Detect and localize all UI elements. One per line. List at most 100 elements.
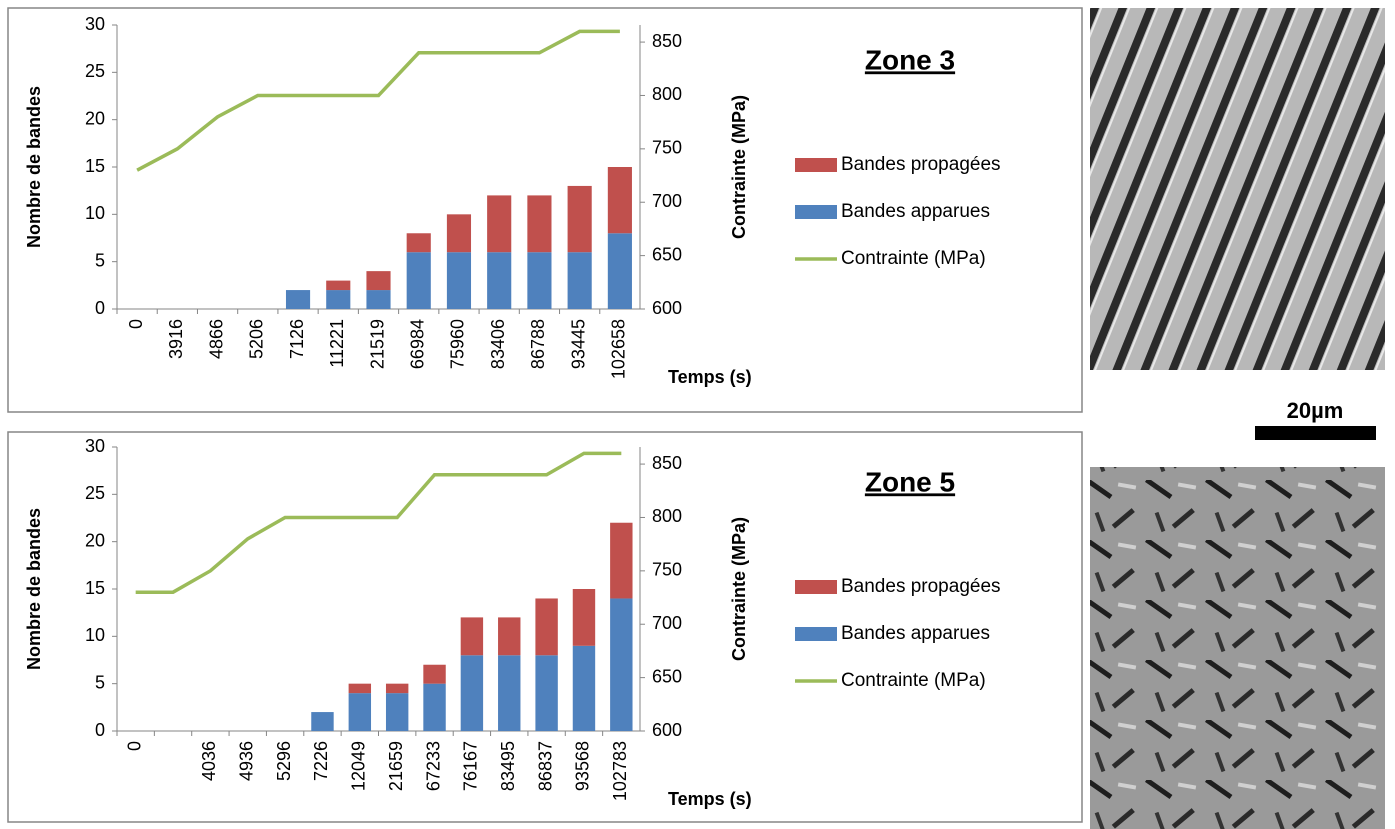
y-tick-label: 15: [85, 578, 105, 598]
y2-tick-label: 650: [652, 666, 682, 686]
chart-frame: [7, 431, 1083, 823]
bar: [610, 522, 633, 599]
x-tick-label: 93445: [568, 319, 588, 369]
y2-axis-title: Contrainte (MPa): [729, 517, 749, 661]
chart-frame: [7, 7, 1083, 413]
y2-tick-label: 650: [652, 244, 682, 264]
bar: [567, 252, 592, 309]
bar: [487, 252, 512, 309]
x-tick-label: 86837: [535, 741, 555, 791]
y2-tick-label: 750: [652, 560, 682, 580]
y-tick-label: 30: [85, 436, 105, 456]
bar: [460, 617, 484, 656]
bar: [446, 214, 472, 253]
bar: [385, 693, 409, 731]
x-tick-label: 83495: [498, 741, 518, 791]
y-tick-label: 20: [85, 108, 105, 128]
bar: [366, 290, 391, 309]
y2-tick-label: 600: [652, 298, 682, 318]
bar: [446, 252, 472, 309]
x-tick-label: 21659: [386, 741, 406, 791]
x-tick-label: 67233: [423, 741, 443, 791]
x-tick-label: 0: [124, 741, 144, 751]
y2-tick-label: 850: [652, 453, 682, 473]
legend-label: Contrainte (MPa): [841, 670, 986, 691]
bar: [610, 598, 633, 731]
bar: [285, 290, 311, 309]
bar: [326, 280, 351, 291]
bar: [406, 233, 431, 253]
bar: [348, 693, 372, 731]
x-axis-title: Temps (s): [668, 789, 752, 809]
bar: [423, 683, 446, 731]
micrograph: [1090, 8, 1385, 370]
bar: [527, 252, 552, 309]
bar: [311, 712, 334, 731]
legend-label: Contrainte (MPa): [841, 248, 986, 269]
bar: [535, 598, 558, 656]
y2-axis-title: Contrainte (MPa): [729, 95, 749, 239]
x-tick-label: 4936: [237, 741, 257, 781]
bar: [527, 195, 552, 253]
bar: [366, 271, 391, 291]
legend-swatch: [795, 580, 837, 594]
legend-label: Bandes propagées: [841, 154, 1001, 175]
x-tick-label: 21519: [367, 319, 387, 369]
bar: [572, 589, 596, 646]
bar: [607, 167, 632, 234]
legend-label: Bandes propagées: [841, 576, 1001, 597]
legend-swatch: [795, 158, 837, 172]
bar: [498, 655, 521, 731]
y-tick-label: 0: [95, 298, 105, 318]
y-tick-label: 10: [85, 625, 105, 645]
bar: [567, 185, 592, 253]
x-tick-label: 5296: [274, 741, 294, 781]
bar: [385, 683, 409, 694]
y-tick-label: 5: [95, 672, 105, 692]
y-tick-label: 25: [85, 483, 105, 503]
y-tick-label: 25: [85, 61, 105, 81]
y2-tick-label: 700: [652, 613, 682, 633]
y2-tick-label: 850: [652, 31, 682, 51]
y2-tick-label: 700: [652, 191, 682, 211]
y-axis-title: Nombre de bandes: [24, 508, 44, 670]
y2-tick-label: 800: [652, 84, 682, 104]
x-tick-label: 4036: [199, 741, 219, 781]
x-tick-label: 83406: [488, 319, 508, 369]
y2-tick-label: 800: [652, 506, 682, 526]
bar: [535, 655, 558, 731]
x-tick-label: 5206: [247, 319, 267, 359]
line: [135, 451, 622, 594]
y-tick-label: 15: [85, 156, 105, 176]
x-tick-label: 7226: [311, 741, 331, 781]
x-tick-label: 3916: [166, 319, 186, 359]
bar: [498, 617, 521, 656]
bar: [487, 195, 512, 253]
y-tick-label: 10: [85, 203, 105, 223]
chart-title: Zone 5: [865, 466, 955, 497]
x-tick-label: 102658: [609, 319, 629, 379]
chart-title: Zone 3: [865, 44, 955, 75]
x-tick-label: 76167: [461, 741, 481, 791]
y2-tick-label: 600: [652, 720, 682, 740]
x-tick-label: 86788: [528, 319, 548, 369]
y-tick-label: 20: [85, 530, 105, 550]
x-tick-label: 0: [126, 319, 146, 329]
scale-bar-label: 20µm: [1287, 398, 1344, 423]
x-tick-label: 66984: [407, 319, 427, 369]
scale-bar: [1255, 426, 1376, 440]
bar: [348, 683, 372, 694]
y2-tick-label: 750: [652, 138, 682, 158]
legend-swatch: [795, 627, 837, 641]
x-tick-label: 12049: [349, 741, 369, 791]
y-tick-label: 30: [85, 14, 105, 34]
x-tick-label: 102783: [610, 741, 630, 801]
x-tick-label: 75960: [448, 319, 468, 369]
bar: [607, 233, 632, 309]
bar: [460, 655, 484, 731]
legend-swatch: [795, 205, 837, 219]
bar: [326, 290, 351, 309]
x-tick-label: 11221: [327, 319, 347, 368]
micrograph: [1090, 467, 1385, 829]
